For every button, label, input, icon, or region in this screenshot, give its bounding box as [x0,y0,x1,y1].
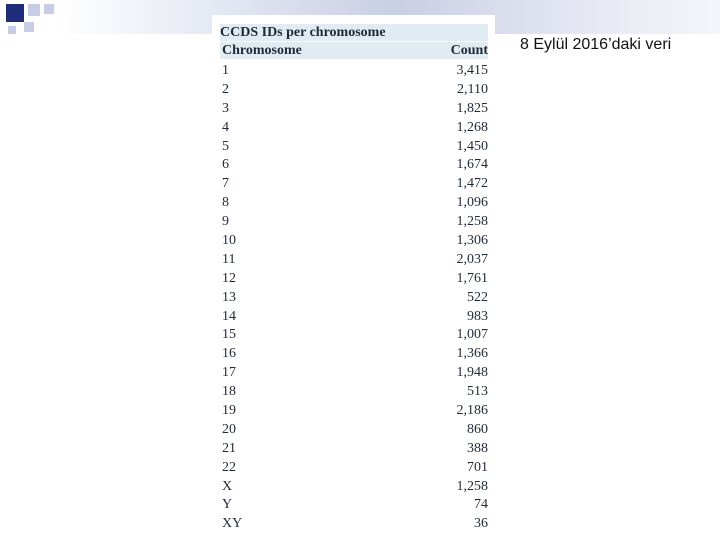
decorative-square [6,4,24,22]
chromosome-cell: X [222,478,233,494]
count-cell: 701 [467,459,488,475]
table-title: CCDS IDs per chromosome [220,24,488,41]
chromosome-cell: 18 [222,384,236,400]
table-row: 8 1,096 [220,194,488,213]
decorative-square [8,26,16,34]
chromosome-cell: 15 [222,327,236,343]
count-cell: 1,761 [456,270,489,286]
count-cell: 2,186 [456,403,489,419]
chromosome-cell: 17 [222,365,236,381]
chromosome-cell: 20 [222,421,236,437]
table-row: X 1,258 [220,478,488,497]
table-row: 18 513 [220,383,488,402]
chromosome-cell: 4 [222,119,229,135]
table-row: 14 983 [220,308,488,327]
chromosome-cell: 9 [222,214,229,230]
count-cell: 74 [474,497,488,513]
table-row: 16 1,366 [220,345,488,364]
count-cell: 1,472 [456,176,489,192]
table-row: 21 388 [220,440,488,459]
chromosome-cell: 22 [222,459,236,475]
decorative-square [44,4,54,14]
chromosome-cell: 2 [222,81,229,97]
table-header-row: Chromosome Count [220,42,488,59]
count-cell: 1,825 [456,100,489,116]
count-cell: 1,306 [456,233,489,249]
table-row: 10 1,306 [220,232,488,251]
chromosome-cell: 19 [222,403,236,419]
count-cell: 1,258 [456,214,489,230]
chromosome-cell: 12 [222,270,236,286]
table-row: 7 1,472 [220,175,488,194]
table-row: 12 1,761 [220,270,488,289]
chromosome-table: CCDS IDs per chromosome Chromosome Count… [212,15,495,540]
chromosome-cell: 6 [222,157,229,173]
table-row: 13 522 [220,289,488,308]
table-body: 1 3,415 2 2,110 3 1,825 4 1,268 5 1,450 6 1,674 7 1,4… [220,62,488,534]
chromosome-cell: 11 [222,251,236,267]
chromosome-cell: 10 [222,233,236,249]
header-count: Count [450,43,488,58]
count-cell: 1,096 [456,195,489,211]
count-cell: 2,110 [457,81,488,97]
count-cell: 1,258 [456,478,489,494]
table-row: 22 701 [220,459,488,478]
count-cell: 860 [467,421,488,437]
header-chromosome: Chromosome [222,43,302,58]
table-row: 5 1,450 [220,138,488,157]
count-cell: 513 [467,384,488,400]
count-cell: 1,366 [456,346,489,362]
count-cell: 1,948 [456,365,489,381]
count-cell: 2,037 [456,251,489,267]
table-row: 17 1,948 [220,364,488,383]
chromosome-cell: 1 [222,63,229,78]
table-row: 20 860 [220,421,488,440]
table-row: 3 1,825 [220,100,488,119]
chromosome-cell: XY [222,516,243,532]
table-row: 9 1,258 [220,213,488,232]
chromosome-cell: 3 [222,100,229,116]
count-cell: 1,674 [456,157,489,173]
chromosome-cell: 21 [222,440,236,456]
table-row: 15 1,007 [220,326,488,345]
chromosome-cell: 13 [222,289,236,305]
table-row: Y 74 [220,496,488,515]
chromosome-cell: 16 [222,346,236,362]
chromosome-cell: 14 [222,308,236,324]
table-row: 6 1,674 [220,156,488,175]
table-row: 11 2,037 [220,251,488,270]
date-note: 8 Eylül 2016’daki veri [520,36,672,53]
table-row: 4 1,268 [220,119,488,138]
chromosome-cell: 5 [222,138,229,154]
chromosome-cell: 8 [222,195,229,211]
count-cell: 522 [467,289,488,305]
table-row: 19 2,186 [220,402,488,421]
count-cell: 983 [467,308,488,324]
table-row: 1 3,415 [220,62,488,81]
decorative-square [24,22,34,32]
decorative-square [28,4,40,16]
count-cell: 3,415 [456,63,489,78]
chromosome-cell: Y [222,497,233,513]
table-row: XY 36 [220,515,488,534]
count-cell: 388 [467,440,488,456]
table-row: 2 2,110 [220,81,488,100]
count-cell: 1,450 [456,138,489,154]
chromosome-cell: 7 [222,176,229,192]
count-cell: 36 [474,516,488,532]
count-cell: 1,268 [456,119,489,135]
count-cell: 1,007 [456,327,489,343]
